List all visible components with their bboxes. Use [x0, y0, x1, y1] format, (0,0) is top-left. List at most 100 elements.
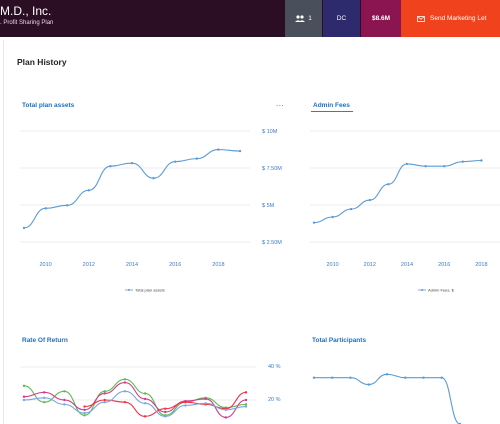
data-point — [224, 416, 228, 419]
panel-title-total-plan-assets: Total plan assets — [22, 102, 75, 109]
legend-label: Admin Fees, $ — [428, 288, 455, 293]
data-point — [22, 384, 26, 388]
y-tick-label: 40 % — [268, 364, 281, 370]
company-name: M.D., Inc. — [0, 4, 52, 18]
data-point — [103, 400, 106, 404]
data-point — [143, 397, 147, 401]
data-point — [123, 378, 127, 381]
series-line — [23, 149, 241, 229]
data-point — [87, 189, 91, 192]
more-options-icon[interactable]: ... — [276, 99, 285, 108]
data-point — [244, 405, 248, 408]
plan-type: . Profit Sharing Plan — [0, 20, 54, 26]
data-point — [164, 410, 167, 414]
main-content — [0, 37, 500, 424]
data-point — [422, 376, 425, 379]
participants-badge[interactable]: 1 — [285, 0, 322, 37]
series-line — [313, 159, 482, 224]
data-point — [123, 381, 127, 384]
data-point — [331, 215, 334, 219]
panel-title-rate-of-return: Rate Of Return — [22, 337, 68, 344]
data-point — [143, 415, 147, 418]
data-point — [66, 204, 69, 207]
data-point — [204, 397, 207, 401]
send-marketing-button[interactable]: Send Marketing Let — [401, 0, 500, 37]
series-line — [23, 378, 247, 416]
top-bar: M.D., Inc. . Profit Sharing Plan 1 DC $8… — [0, 0, 500, 37]
data-point — [244, 398, 248, 402]
data-point — [22, 226, 26, 230]
x-tick-label: 2014 — [126, 262, 138, 268]
x-tick-label: 2018 — [475, 262, 487, 268]
data-point — [195, 157, 198, 160]
x-tick-label: 2012 — [364, 262, 376, 268]
data-point — [385, 373, 389, 376]
plan-type-badge[interactable]: DC — [323, 0, 360, 37]
data-point — [350, 207, 353, 211]
panel-title-total-participants: Total Participants — [312, 337, 367, 344]
data-point — [443, 164, 446, 168]
data-point — [123, 400, 127, 404]
data-point — [184, 400, 187, 404]
mail-icon — [417, 15, 425, 22]
data-point — [44, 207, 47, 210]
data-point — [42, 391, 46, 394]
panel-title-underline — [311, 111, 353, 112]
data-point — [164, 415, 167, 418]
data-point — [143, 402, 147, 405]
data-point — [164, 407, 167, 410]
x-tick-label: 2012 — [83, 262, 95, 268]
data-point — [440, 376, 443, 379]
y-tick-label: $ 7.50M — [262, 166, 282, 172]
assets-badge[interactable]: $8.6M — [361, 0, 401, 37]
data-point — [63, 403, 66, 406]
y-tick-label: 20 % — [268, 397, 281, 403]
x-tick-label: 2014 — [401, 262, 413, 268]
data-point — [204, 402, 207, 405]
data-point — [184, 404, 187, 407]
data-point — [130, 161, 134, 165]
people-icon — [295, 15, 306, 22]
plan-type-label: DC — [336, 15, 347, 22]
data-point — [405, 162, 409, 166]
assets-value: $8.6M — [371, 15, 391, 22]
page-title: Plan History — [17, 57, 67, 67]
data-point — [367, 383, 370, 386]
data-point — [143, 392, 147, 395]
data-point — [480, 159, 483, 162]
participants-count: 1 — [308, 15, 312, 22]
panel-title-admin-fees: Admin Fees — [313, 102, 350, 109]
legend-swatch-dot — [128, 289, 130, 291]
data-point — [174, 160, 177, 163]
data-point — [387, 183, 390, 186]
data-point — [331, 376, 334, 379]
x-tick-label: 2018 — [212, 262, 224, 268]
data-point — [349, 376, 352, 379]
data-point — [103, 392, 106, 395]
x-tick-label: 2010 — [39, 262, 51, 268]
data-point — [312, 221, 316, 224]
series-line — [23, 381, 247, 419]
y-tick-label: $ 5M — [262, 203, 275, 209]
data-point — [123, 390, 127, 393]
data-point — [424, 164, 427, 168]
data-point — [42, 396, 46, 400]
data-point — [42, 400, 46, 404]
data-point — [63, 390, 66, 393]
data-point — [238, 149, 242, 153]
data-point — [22, 395, 26, 398]
data-point — [83, 411, 86, 415]
data-point — [103, 390, 106, 393]
data-point — [83, 405, 86, 408]
y-tick-label: $ 10M — [262, 129, 278, 135]
data-point — [244, 391, 248, 394]
legend-label: Total plan assets — [135, 288, 165, 293]
x-tick-label: 2010 — [326, 262, 338, 268]
series-line — [314, 373, 461, 424]
sidebar-divider — [3, 40, 4, 424]
data-point — [103, 398, 106, 402]
data-point — [63, 398, 66, 402]
data-point — [109, 164, 112, 168]
data-point — [404, 376, 407, 379]
